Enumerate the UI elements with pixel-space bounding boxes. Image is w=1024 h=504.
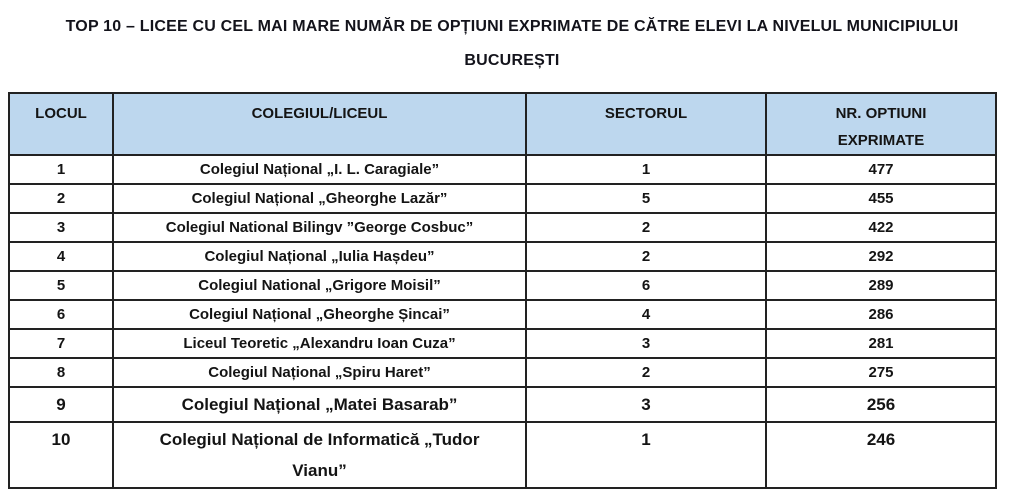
cell-school: Colegiul National Bilingv ”George Cosbuc… (112, 212, 527, 243)
header-school: COLEGIUL/LICEUL (112, 92, 527, 156)
header-rank: LOCUL (8, 92, 114, 156)
cell-school: Colegiul Național „Spiru Haret” (112, 357, 527, 388)
cell-options: 455 (765, 183, 997, 214)
cell-school: Colegiul Național „Matei Basarab” (112, 386, 527, 423)
cell-school: Colegiul Național „Iulia Hașdeu” (112, 241, 527, 272)
cell-rank: 10 (8, 421, 114, 489)
cell-options: 289 (765, 270, 997, 301)
table-row: 5 Colegiul National „Grigore Moisil” 6 289 (8, 270, 997, 301)
table-row: 3 Colegiul National Bilingv ”George Cosbu… (8, 212, 997, 243)
table-row: 4 Colegiul Național „Iulia Hașdeu” 2 292 (8, 241, 997, 272)
cell-sector: 4 (525, 299, 767, 330)
cell-school: Liceul Teoretic „Alexandru Ioan Cuza” (112, 328, 527, 359)
cell-sector: 2 (525, 357, 767, 388)
cell-school: Colegiul Național „Gheorghe Șincai” (112, 299, 527, 330)
cell-sector: 3 (525, 328, 767, 359)
page-title: TOP 10 – LICEE CU CEL MAI MARE NUMĂR DE … (65, 18, 959, 69)
table-row: 1 Colegiul Național „I. L. Caragiale” 1 477 (8, 154, 997, 185)
cell-rank: 9 (8, 386, 114, 423)
cell-options: 246 (765, 421, 997, 489)
cell-sector: 1 (525, 421, 767, 489)
table-row: 7 Liceul Teoretic „Alexandru Ioan Cuza” 3 2… (8, 328, 997, 359)
cell-options: 275 (765, 357, 997, 388)
cell-options: 292 (765, 241, 997, 272)
table-body: 1 Colegiul Național „I. L. Caragiale” 1 477… (8, 154, 997, 489)
cell-rank: 4 (8, 241, 114, 272)
table-row: 9 Colegiul Național „Matei Basarab” 3 256 (8, 386, 997, 423)
table-row: 6 Colegiul Național „Gheorghe Șincai” 4 286 (8, 299, 997, 330)
cell-sector: 2 (525, 241, 767, 272)
cell-rank: 5 (8, 270, 114, 301)
cell-rank: 7 (8, 328, 114, 359)
table-row: 8 Colegiul Național „Spiru Haret” 2 275 (8, 357, 997, 388)
cell-rank: 3 (8, 212, 114, 243)
table-header: LOCUL COLEGIUL/LICEUL SECTORUL NR. OPTIU… (8, 92, 997, 156)
header-sector: SECTORUL (525, 92, 767, 156)
header-row: LOCUL COLEGIUL/LICEUL SECTORUL NR. OPTIU… (8, 92, 997, 156)
cell-school: Colegiul Național de Informatică „Tudor … (112, 421, 527, 489)
cell-rank: 2 (8, 183, 114, 214)
cell-options: 477 (765, 154, 997, 185)
cell-rank: 8 (8, 357, 114, 388)
cell-sector: 5 (525, 183, 767, 214)
cell-rank: 1 (8, 154, 114, 185)
cell-options: 286 (765, 299, 997, 330)
cell-sector: 2 (525, 212, 767, 243)
cell-sector: 6 (525, 270, 767, 301)
cell-school: Colegiul Național „Gheorghe Lazăr” (112, 183, 527, 214)
table-row: 2 Colegiul Național „Gheorghe Lazăr” 5 455 (8, 183, 997, 214)
cell-options: 256 (765, 386, 997, 423)
header-options: NR. OPTIUNI EXPRIMATE (765, 92, 997, 156)
cell-school: Colegiul National „Grigore Moisil” (112, 270, 527, 301)
cell-options: 422 (765, 212, 997, 243)
cell-sector: 3 (525, 386, 767, 423)
top10-table: LOCUL COLEGIUL/LICEUL SECTORUL NR. OPTIU… (8, 92, 997, 489)
header-options-label: NR. OPTIUNI EXPRIMATE (835, 105, 927, 149)
cell-sector: 1 (525, 154, 767, 185)
table-row: 10 Colegiul Național de Informatică „Tudo… (8, 421, 997, 489)
cell-school: Colegiul Național „I. L. Caragiale” (112, 154, 527, 185)
cell-options: 281 (765, 328, 997, 359)
cell-rank: 6 (8, 299, 114, 330)
